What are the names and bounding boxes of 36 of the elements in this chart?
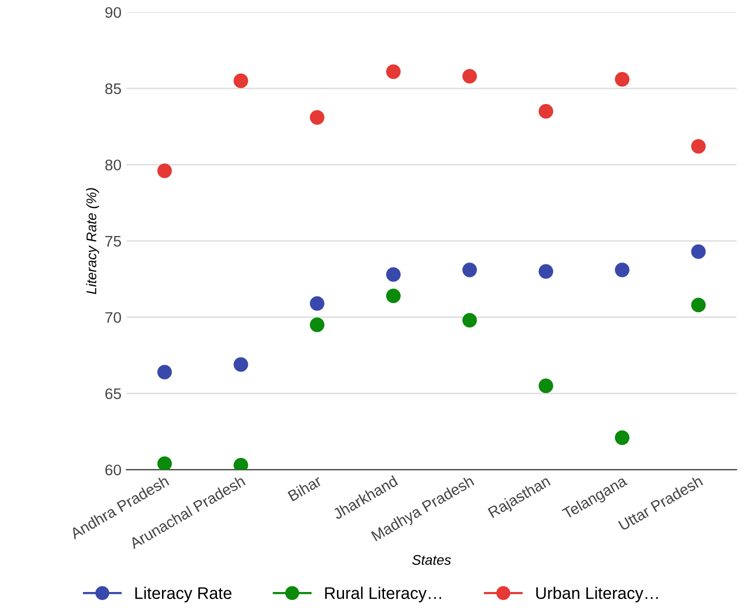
point <box>462 68 477 84</box>
x-axis-title: States <box>412 555 451 565</box>
y-tick-label: 60 <box>105 464 122 476</box>
point <box>157 164 172 178</box>
y-tick-label: 65 <box>105 388 121 400</box>
point <box>691 298 706 312</box>
point <box>614 430 630 445</box>
y-tick-label: 70 <box>105 312 122 323</box>
point <box>234 357 248 372</box>
point <box>157 456 172 470</box>
x-tick-label: Bihar <box>287 474 323 502</box>
point <box>310 296 324 311</box>
y-tick-label: 80 <box>105 160 122 170</box>
point <box>386 267 401 282</box>
point <box>538 104 554 119</box>
point <box>462 312 477 328</box>
point <box>310 110 324 125</box>
y-tick-label: 75 <box>105 236 121 247</box>
point <box>386 64 401 79</box>
point <box>234 74 248 88</box>
legend-label: Literacy Rate <box>135 586 232 602</box>
y-axis-title: Literacy Rate (%) <box>86 188 100 294</box>
point <box>310 318 324 332</box>
point <box>691 139 706 154</box>
point <box>538 378 554 394</box>
point <box>157 364 172 380</box>
point <box>691 244 706 259</box>
point <box>538 264 554 279</box>
y-tick-label: 85 <box>105 83 121 94</box>
point <box>614 262 630 278</box>
point <box>386 288 401 304</box>
point <box>462 262 477 278</box>
point <box>614 72 630 87</box>
legend-label: Rural Literacy… <box>325 586 442 602</box>
y-tick-label: 90 <box>105 7 122 18</box>
legend-label: Urban Literacy… <box>536 586 658 602</box>
